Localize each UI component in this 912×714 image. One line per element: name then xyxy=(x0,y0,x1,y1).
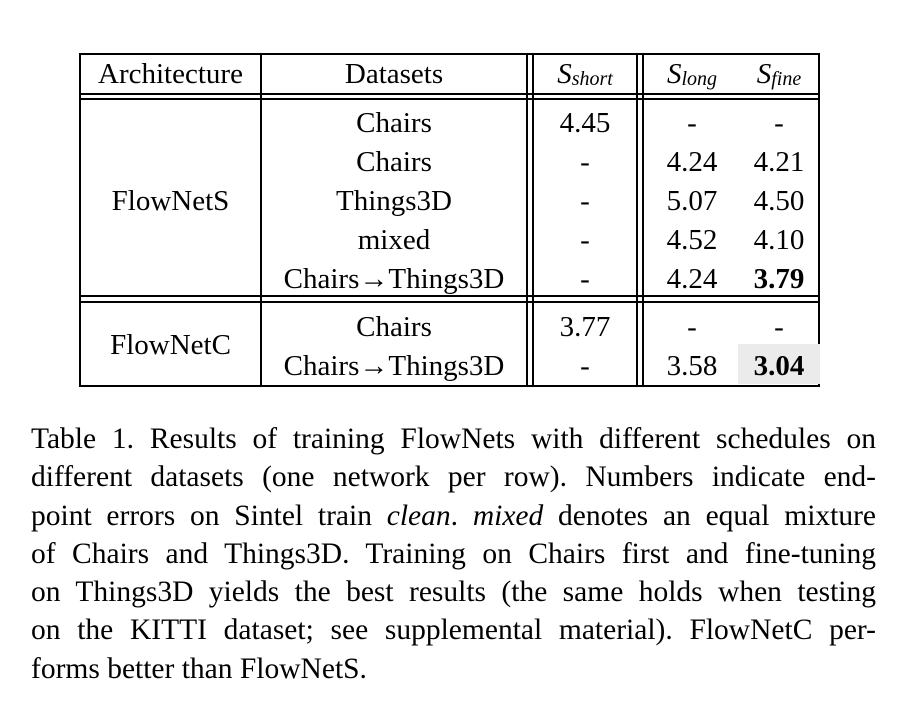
s-fine-cell: 4.21 xyxy=(753,146,805,178)
dataset-cell: Chairs→Things3D xyxy=(283,263,505,295)
row-divider xyxy=(81,98,818,100)
caption-emphasis-mixed: mixed xyxy=(472,499,544,532)
row-divider xyxy=(81,93,818,95)
s-long-cell: 4.52 xyxy=(666,224,718,256)
header-s-long: Slong xyxy=(666,58,718,90)
s-short-cell: 3.77 xyxy=(559,311,611,343)
s-fine-cell: - xyxy=(774,107,784,139)
s-long-cell: 4.24 xyxy=(666,146,718,178)
header-s-short: Sshort xyxy=(557,58,613,90)
s-long-cell: - xyxy=(687,107,697,139)
caption-emphasis-clean: clean xyxy=(386,499,451,532)
table-caption: Table 1. Results of training FlowNets wi… xyxy=(31,420,876,688)
caption-line: Table 1. Results of training FlowNets wi… xyxy=(31,423,876,455)
caption-line: on the KITTI dataset; see supplemental m… xyxy=(31,614,876,647)
dataset-cell: Things3D xyxy=(336,185,452,217)
s-short-cell: - xyxy=(580,146,590,178)
s-short-cell: - xyxy=(580,263,590,295)
column-divider xyxy=(636,55,638,385)
s-fine-cell: 4.10 xyxy=(753,224,805,256)
caption-line: point errors on Sintel train clean. mixe… xyxy=(31,499,876,532)
dataset-cell: mixed xyxy=(357,224,431,256)
s-fine-cell: 4.50 xyxy=(753,185,805,217)
s-long-cell: - xyxy=(687,311,697,343)
header-s-fine: Sfine xyxy=(756,58,802,90)
header-architecture: Architecture xyxy=(98,58,243,90)
s-long-cell: 4.24 xyxy=(666,263,718,295)
s-fine-cell: - xyxy=(774,311,784,343)
s-fine-cell-best-overall: 3.04 xyxy=(738,344,820,384)
s-long-cell: 3.58 xyxy=(666,350,718,382)
column-divider xyxy=(532,55,534,385)
dataset-cell: Chairs xyxy=(356,107,432,139)
dataset-cell: Chairs xyxy=(356,146,432,178)
caption-line: forms better than FlowNetS. xyxy=(31,652,367,685)
s-short-cell: - xyxy=(580,350,590,382)
s-long-cell: 5.07 xyxy=(666,185,718,217)
column-divider xyxy=(526,55,528,385)
architecture-label: FlowNetS xyxy=(111,185,230,217)
row-divider xyxy=(81,295,818,297)
results-table: Architecture Datasets Sshort Slong Sfine… xyxy=(79,53,820,387)
s-short-cell: 4.45 xyxy=(559,107,611,139)
caption-line: on Things3D yields the best results (the… xyxy=(31,576,876,609)
header-datasets: Datasets xyxy=(344,58,444,90)
caption-line: different datasets (one network per row)… xyxy=(31,461,876,494)
column-divider xyxy=(260,55,262,385)
s-fine-cell-best: 3.79 xyxy=(753,263,805,295)
row-divider xyxy=(81,301,818,303)
s-short-cell: - xyxy=(580,224,590,256)
dataset-cell: Chairs→Things3D xyxy=(283,350,505,382)
column-divider xyxy=(642,55,644,385)
architecture-label: FlowNetC xyxy=(110,329,231,361)
s-short-cell: - xyxy=(580,185,590,217)
dataset-cell: Chairs xyxy=(356,311,432,343)
caption-line: of Chairs and Things3D. Training on Chai… xyxy=(31,537,876,570)
